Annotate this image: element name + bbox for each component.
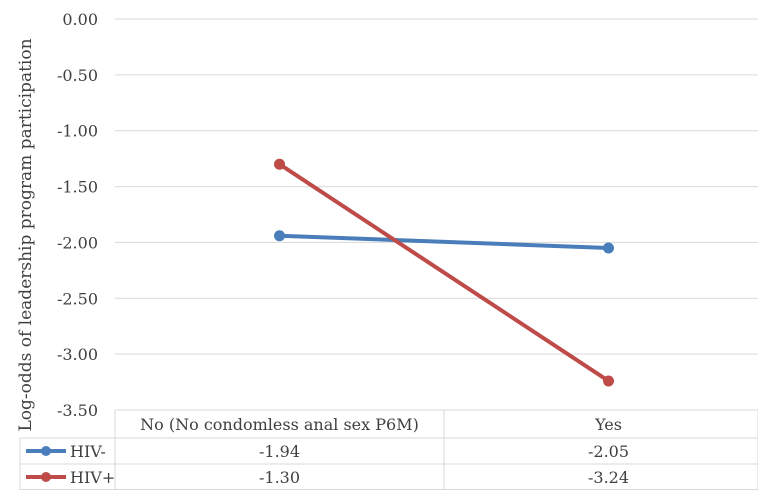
y-tick-label: -1.00 xyxy=(57,122,98,141)
y-tick-label: 0.00 xyxy=(62,10,98,29)
table-value-cell: -3.24 xyxy=(588,468,629,487)
x-category-label: No (No condomless anal sex P6M) xyxy=(140,415,419,434)
table-value-cell: -1.30 xyxy=(259,468,300,487)
data-table: No (No condomless anal sex P6M) Yes HIV- -1… xyxy=(19,410,758,490)
y-tick-label: -3.50 xyxy=(57,401,98,420)
series-line xyxy=(277,233,611,251)
legend-series-name: HIV+ xyxy=(70,468,115,487)
table-value-cell: -1.94 xyxy=(259,442,300,461)
series-group xyxy=(274,158,614,387)
gridlines xyxy=(115,18,758,411)
data-point xyxy=(274,230,285,242)
legend-series-name: HIV- xyxy=(70,442,106,461)
y-tick-label: -1.50 xyxy=(57,178,98,197)
data-point xyxy=(603,375,614,387)
table-value-cell: -2.05 xyxy=(588,442,629,461)
y-axis-ticks: 0.00 -0.50 -1.00 -1.50 -2.00 -2.50 -3.00 -3.50 xyxy=(57,10,98,420)
y-tick-label: -2.00 xyxy=(57,233,98,252)
data-point xyxy=(603,242,614,254)
legend-key-marker xyxy=(41,446,51,456)
y-tick-label: -2.50 xyxy=(57,289,98,308)
y-tick-label: -3.00 xyxy=(57,345,98,364)
x-category-label: Yes xyxy=(594,415,622,434)
legend-key-marker xyxy=(41,472,51,482)
series-line xyxy=(277,162,611,383)
y-axis-label: Log-odds of leadership program participa… xyxy=(16,38,36,431)
data-point xyxy=(274,158,285,170)
y-tick-label: -0.50 xyxy=(57,66,98,85)
